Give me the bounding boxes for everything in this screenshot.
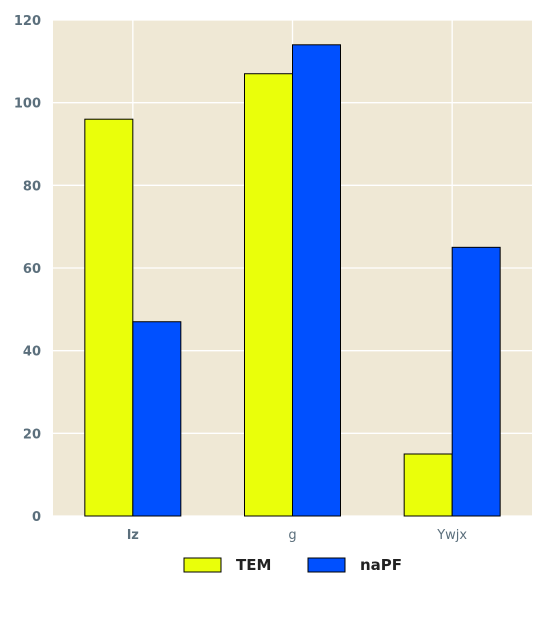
legend-swatch	[308, 558, 345, 572]
x-tick-label: Ywjx	[436, 528, 467, 543]
bar-naPF-g	[293, 45, 341, 516]
y-tick-label: 80	[23, 179, 41, 194]
y-tick-label: 100	[14, 97, 41, 112]
y-tick-label: 120	[14, 14, 41, 29]
y-tick-label: 20	[23, 427, 41, 442]
bar-TEM-lz	[85, 119, 133, 516]
x-tick-label: lz	[127, 528, 139, 543]
legend: TEM naPF	[184, 556, 402, 574]
legend-label: naPF	[360, 556, 402, 574]
bar-TEM-g	[245, 74, 293, 516]
legend-swatch	[184, 558, 221, 572]
y-tick-label: 0	[32, 510, 41, 525]
legend-label: TEM	[236, 556, 271, 574]
bar-naPF-lz	[133, 322, 181, 516]
y-tick-label: 60	[23, 262, 41, 277]
y-axis-ticks: 0 20 40 60 80 100 120	[14, 14, 41, 525]
bar-TEM-Ywjx	[404, 454, 452, 516]
y-tick-label: 40	[23, 345, 41, 360]
x-axis-ticks: lz g Ywjx	[127, 528, 468, 543]
bar-naPF-Ywjx	[452, 247, 500, 516]
x-tick-label: g	[288, 528, 296, 543]
